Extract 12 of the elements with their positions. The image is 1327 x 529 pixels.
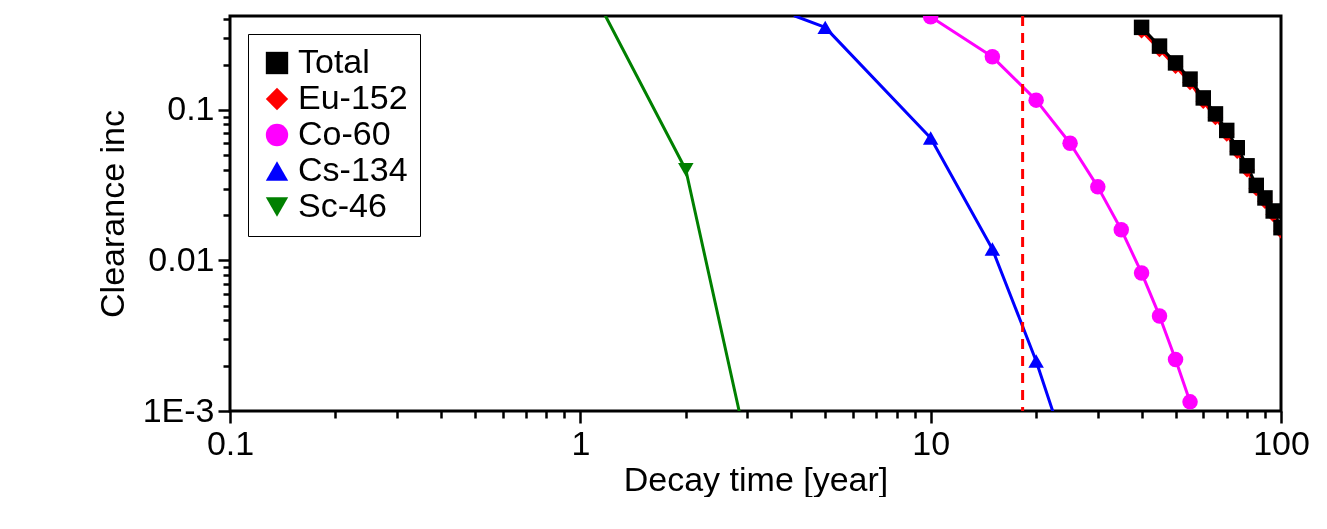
legend-label: Co-60 (298, 114, 391, 152)
x-tick-label: 100 (1253, 423, 1310, 462)
legend-label: Sc-46 (298, 186, 387, 224)
x-tick-label: 1 (571, 423, 591, 462)
x-tick-label: 10 (912, 423, 951, 462)
legend-label: Eu-152 (298, 78, 408, 116)
x-axis-title: Decay time [year] (623, 459, 889, 498)
legend-label: Total (298, 42, 370, 80)
y-axis-title: Clearance inc (92, 110, 131, 318)
y-tick-label: 0.1 (167, 89, 215, 128)
legend-label: Cs-134 (298, 150, 408, 188)
y-tick-label: 0.01 (148, 239, 215, 278)
